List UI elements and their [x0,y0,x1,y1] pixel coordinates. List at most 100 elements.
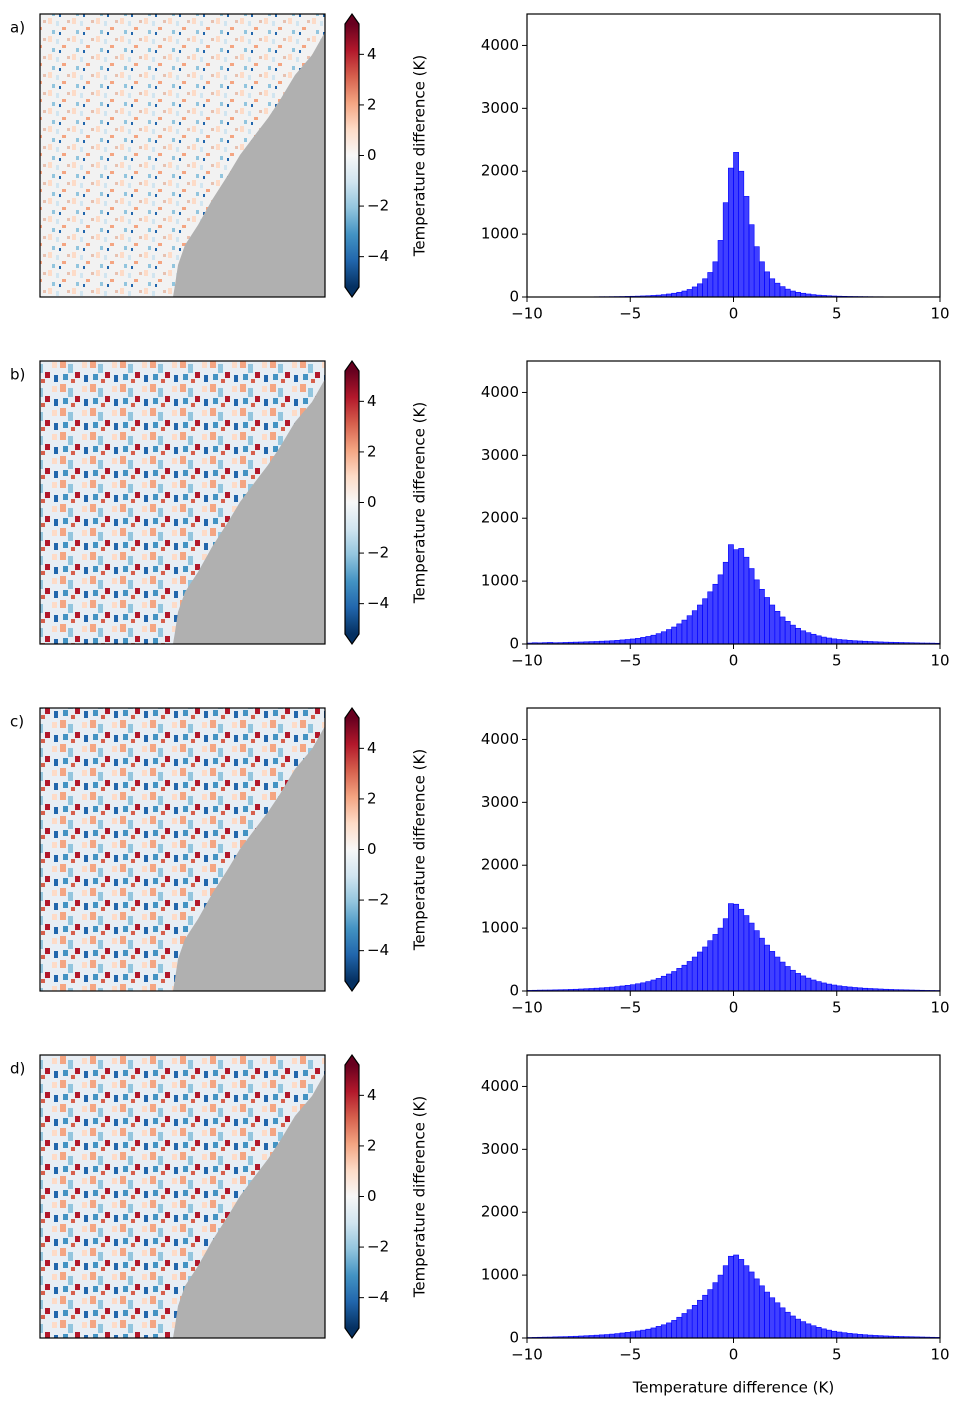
histogram-bar [774,610,781,645]
histogram-bar [815,981,822,992]
colorbar-tick-label: 2 [367,95,377,113]
y-tick-label: 2000 [481,509,519,527]
histogram-bar [629,638,636,645]
histogram-bar [697,283,703,298]
histogram-bar [614,1333,621,1339]
x-tick-label: −5 [619,999,641,1017]
histogram-bar [686,289,693,298]
map-frame [39,360,326,645]
histogram-bar [846,1333,853,1339]
histogram-bar [789,969,796,992]
colorbar-tick-label: −4 [367,941,389,959]
colorbar-outline [344,12,360,299]
colorbar-tick-label: 4 [367,392,377,410]
histogram-bar [795,291,801,298]
x-axis-label: Temperature difference (K) [632,1379,834,1397]
y-tick-label: 1000 [481,919,519,937]
histogram-bar [779,1307,786,1339]
histogram-bar [655,633,662,645]
map-frame [39,1054,326,1339]
histogram-bar [676,1316,683,1339]
histogram-bar [836,639,843,645]
histogram-bar [789,290,796,298]
y-tick-label: 2000 [481,162,519,180]
histogram-bar [666,629,672,645]
histogram-bar [712,934,719,992]
histogram-bar [784,1311,791,1339]
y-tick-label: 3000 [481,99,519,117]
y-tick-label: 1000 [481,225,519,243]
x-tick-label: −10 [511,999,543,1017]
histogram-bar [660,975,667,992]
histogram-bar [640,982,647,992]
colorbar-label: Temperature difference (K) [411,749,429,951]
histogram-bar [733,903,739,992]
colorbar-extend-min [345,1328,359,1338]
histogram-bar [635,1330,641,1339]
colorbar-tick-label: −4 [367,247,389,265]
histogram-bar [650,634,657,645]
histogram-bar [789,624,796,645]
y-tick-label: 1000 [481,572,519,590]
histogram-bar [759,937,765,992]
map-land [173,379,325,644]
histogram-bar [629,984,636,992]
y-tick-label: 3000 [481,446,519,464]
panel-label: d) [10,1060,25,1078]
histogram-bar [717,927,724,992]
x-tick-label: −5 [619,1346,641,1364]
histogram-bar [671,1320,678,1339]
histogram-bar [655,978,662,992]
colorbar-outline [344,359,360,646]
histogram-bar [753,246,760,298]
histogram-bar [764,271,770,298]
histogram-bar [764,944,770,992]
x-tick-label: 0 [729,999,739,1017]
histogram-bar [655,1326,662,1339]
colorbar-label: Temperature difference (K) [411,402,429,604]
map-frame [39,13,326,298]
histogram-bar [712,583,719,645]
histogram-bar [815,1327,822,1339]
colorbar-tick-label: −2 [367,891,389,909]
histogram-bar [815,635,822,645]
histogram-bar [836,1331,843,1339]
histogram-bar [676,291,683,298]
y-tick-label: 2000 [481,856,519,874]
x-tick-label: −10 [511,305,543,323]
histogram-bar [738,908,745,992]
colorbar-outline [344,706,360,993]
y-tick-label: 2000 [481,1203,519,1221]
histogram-bar [738,1259,745,1339]
x-tick-label: 5 [832,1346,842,1364]
colorbar-extend-max [345,14,359,24]
histogram-bar [831,984,838,992]
histogram-bar [841,986,848,992]
histogram-bar [841,1332,848,1339]
histogram-bar [851,1333,858,1339]
histogram-bar [738,170,745,298]
x-tick-label: 5 [832,999,842,1017]
colorbar-tick-label: −2 [367,1238,389,1256]
histogram-bar [650,979,657,992]
histogram-bar [826,983,832,992]
histogram-bar [805,977,812,992]
histogram-bar [800,1321,807,1339]
histogram-bar [753,579,760,645]
histogram-bar [774,282,781,298]
histogram-bar [810,979,817,992]
histogram-bar [697,604,703,645]
histogram-bar [769,951,776,992]
panel-label: a) [10,19,25,37]
histogram-bar [681,619,688,645]
y-tick-label: 0 [509,982,519,1000]
histogram-bar [614,986,621,992]
x-tick-label: 5 [832,652,842,670]
histogram-bar [702,278,708,298]
y-tick-label: 4000 [481,730,519,748]
x-tick-label: 0 [729,1346,739,1364]
histogram-bar [826,637,832,645]
x-tick-label: 10 [930,1346,949,1364]
